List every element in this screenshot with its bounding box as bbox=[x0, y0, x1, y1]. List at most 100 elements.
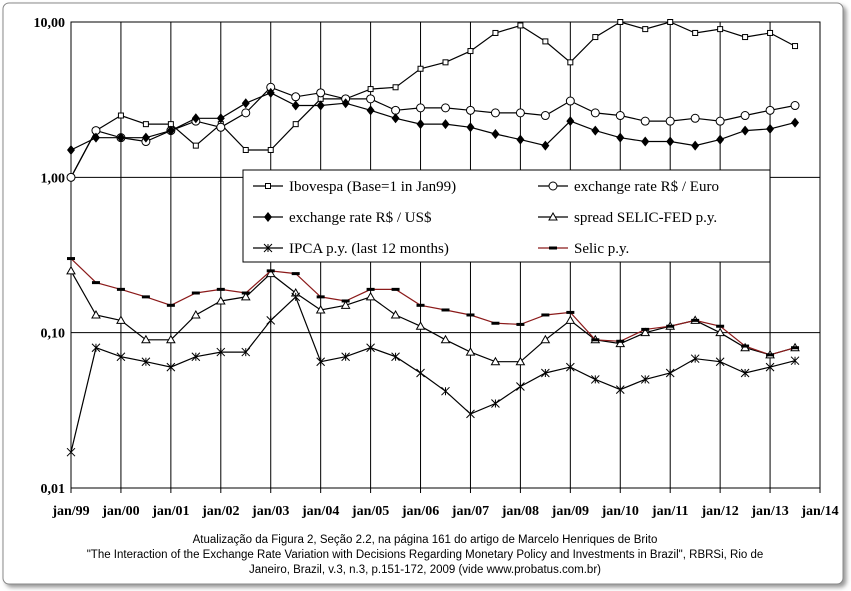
marker bbox=[466, 409, 475, 419]
marker bbox=[141, 132, 150, 143]
marker bbox=[740, 111, 750, 121]
marker bbox=[166, 362, 176, 372]
marker bbox=[490, 356, 501, 366]
marker bbox=[91, 132, 100, 143]
marker bbox=[366, 94, 376, 104]
marker bbox=[490, 108, 500, 118]
marker bbox=[715, 327, 725, 337]
marker bbox=[67, 144, 75, 155]
marker bbox=[441, 119, 450, 130]
marker bbox=[392, 84, 399, 91]
marker bbox=[516, 134, 525, 145]
footnote: Janeiro, Brazil, v.3, n.3, p.151-172, 20… bbox=[249, 564, 601, 576]
legend-label: spread SELIC-FED p.y. bbox=[574, 210, 717, 226]
marker bbox=[515, 108, 525, 118]
marker bbox=[216, 347, 226, 357]
marker bbox=[391, 113, 400, 124]
marker bbox=[791, 117, 800, 128]
y-tick-label: 1,00 bbox=[41, 171, 66, 186]
marker bbox=[266, 316, 276, 325]
marker bbox=[665, 368, 675, 378]
y-tick-label: 0,01 bbox=[41, 482, 66, 497]
marker bbox=[565, 315, 576, 324]
marker bbox=[416, 368, 425, 378]
x-tick-label: jan/05 bbox=[351, 504, 389, 519]
x-tick-label: jan/06 bbox=[401, 504, 439, 519]
marker bbox=[190, 309, 201, 319]
marker bbox=[665, 116, 675, 126]
marker bbox=[666, 136, 675, 147]
marker bbox=[592, 34, 599, 41]
series-line bbox=[70, 21, 796, 178]
marker bbox=[742, 34, 749, 41]
marker bbox=[292, 121, 299, 128]
x-tick-label: jan/08 bbox=[501, 504, 539, 519]
marker bbox=[66, 447, 76, 457]
marker bbox=[548, 211, 558, 221]
marker bbox=[291, 100, 300, 111]
marker bbox=[615, 338, 626, 348]
marker bbox=[242, 146, 249, 153]
legend-label: Selic p.y. bbox=[574, 241, 629, 257]
x-tick-label: jan/10 bbox=[601, 504, 639, 519]
marker bbox=[548, 181, 558, 191]
marker bbox=[416, 103, 426, 113]
marker bbox=[565, 362, 575, 372]
marker bbox=[616, 132, 625, 143]
marker bbox=[667, 19, 674, 25]
x-tick-label: jan/00 bbox=[101, 504, 139, 519]
marker bbox=[741, 125, 750, 136]
x-tick-label: jan/09 bbox=[551, 504, 589, 519]
marker bbox=[640, 116, 650, 126]
marker bbox=[516, 382, 525, 391]
marker bbox=[691, 140, 700, 151]
marker bbox=[91, 343, 101, 353]
marker bbox=[266, 87, 275, 98]
marker bbox=[766, 123, 775, 134]
marker bbox=[540, 111, 550, 121]
marker bbox=[91, 309, 101, 319]
x-tick-label: jan/99 bbox=[51, 504, 89, 519]
marker bbox=[467, 48, 474, 55]
marker bbox=[116, 315, 126, 324]
legend-label: exchange rate R$ / Euro bbox=[574, 179, 719, 195]
y-tick-label: 10,00 bbox=[34, 16, 66, 31]
marker bbox=[641, 136, 650, 147]
marker bbox=[316, 100, 325, 111]
marker bbox=[365, 291, 376, 301]
marker bbox=[216, 113, 225, 124]
marker bbox=[416, 119, 425, 130]
marker bbox=[642, 26, 649, 33]
marker bbox=[240, 291, 251, 301]
marker bbox=[717, 26, 724, 33]
marker bbox=[166, 334, 176, 344]
marker bbox=[492, 29, 499, 36]
marker bbox=[116, 352, 126, 362]
marker bbox=[590, 375, 600, 384]
marker bbox=[740, 368, 750, 378]
marker bbox=[191, 113, 200, 124]
series-line bbox=[70, 92, 796, 151]
marker bbox=[141, 334, 151, 344]
marker bbox=[566, 116, 575, 127]
marker bbox=[291, 92, 301, 102]
marker bbox=[341, 352, 350, 362]
legend-label: Ibovespa (Base=1 in Jan99) bbox=[289, 179, 456, 195]
marker bbox=[442, 59, 449, 66]
marker bbox=[366, 343, 375, 353]
marker bbox=[515, 356, 526, 366]
marker bbox=[315, 304, 326, 314]
marker bbox=[117, 112, 124, 119]
marker bbox=[415, 321, 426, 330]
marker bbox=[767, 29, 774, 36]
marker bbox=[191, 352, 201, 362]
marker bbox=[267, 146, 274, 153]
marker bbox=[263, 243, 273, 253]
marker bbox=[715, 116, 725, 126]
marker bbox=[640, 375, 650, 384]
marker bbox=[491, 399, 500, 408]
series-line bbox=[70, 258, 796, 356]
marker bbox=[66, 265, 76, 275]
marker bbox=[367, 86, 374, 93]
